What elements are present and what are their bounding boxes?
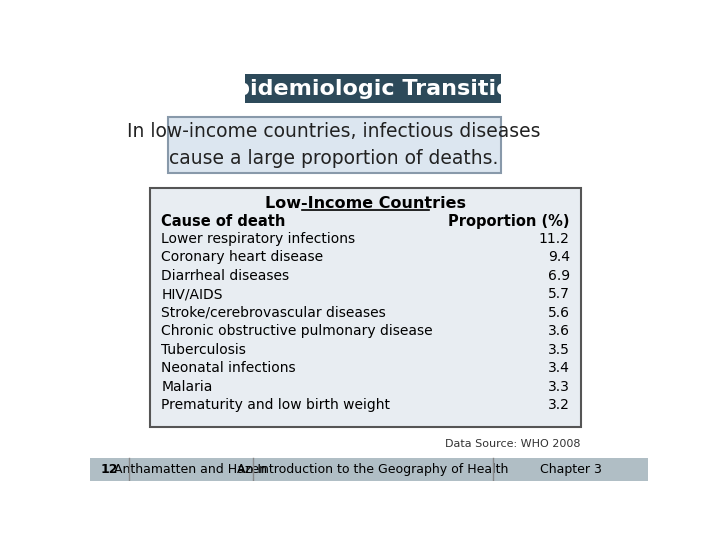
Text: Diarrheal diseases: Diarrheal diseases	[161, 269, 289, 283]
FancyBboxPatch shape	[168, 117, 500, 173]
Text: 3.2: 3.2	[548, 398, 570, 412]
Text: Anthamatten and Hazen: Anthamatten and Hazen	[114, 463, 267, 476]
Text: Data Source: WHO 2008: Data Source: WHO 2008	[445, 439, 580, 449]
Text: 5.6: 5.6	[548, 306, 570, 320]
Text: Epidemiologic Transition: Epidemiologic Transition	[219, 79, 527, 99]
Text: 3.3: 3.3	[548, 380, 570, 394]
Text: Prematurity and low birth weight: Prematurity and low birth weight	[161, 398, 390, 412]
Text: Cause of death: Cause of death	[161, 214, 286, 230]
Text: 12: 12	[101, 463, 118, 476]
FancyBboxPatch shape	[245, 74, 500, 103]
Text: Chapter 3: Chapter 3	[539, 463, 601, 476]
Text: 3.5: 3.5	[548, 343, 570, 357]
Text: 9.4: 9.4	[548, 251, 570, 264]
Text: Chronic obstructive pulmonary disease: Chronic obstructive pulmonary disease	[161, 324, 433, 338]
Text: Lower respiratory infections: Lower respiratory infections	[161, 232, 356, 246]
Text: 5.7: 5.7	[548, 287, 570, 301]
Text: 11.2: 11.2	[539, 232, 570, 246]
Text: 3.4: 3.4	[548, 361, 570, 375]
FancyBboxPatch shape	[90, 457, 648, 481]
FancyBboxPatch shape	[150, 188, 580, 427]
Text: Low-Income Countries: Low-Income Countries	[265, 196, 466, 211]
Text: 3.6: 3.6	[548, 324, 570, 338]
Text: In low-income countries, infectious diseases
cause a large proportion of deaths.: In low-income countries, infectious dise…	[127, 122, 541, 167]
Text: HIV/AIDS: HIV/AIDS	[161, 287, 222, 301]
Text: Proportion (%): Proportion (%)	[449, 214, 570, 230]
Text: An Introduction to the Geography of Health: An Introduction to the Geography of Heal…	[237, 463, 508, 476]
Text: Stroke/cerebrovascular diseases: Stroke/cerebrovascular diseases	[161, 306, 386, 320]
Text: Malaria: Malaria	[161, 380, 212, 394]
Text: Neonatal infections: Neonatal infections	[161, 361, 296, 375]
Text: Coronary heart disease: Coronary heart disease	[161, 251, 323, 264]
Text: Tuberculosis: Tuberculosis	[161, 343, 246, 357]
Text: 6.9: 6.9	[548, 269, 570, 283]
